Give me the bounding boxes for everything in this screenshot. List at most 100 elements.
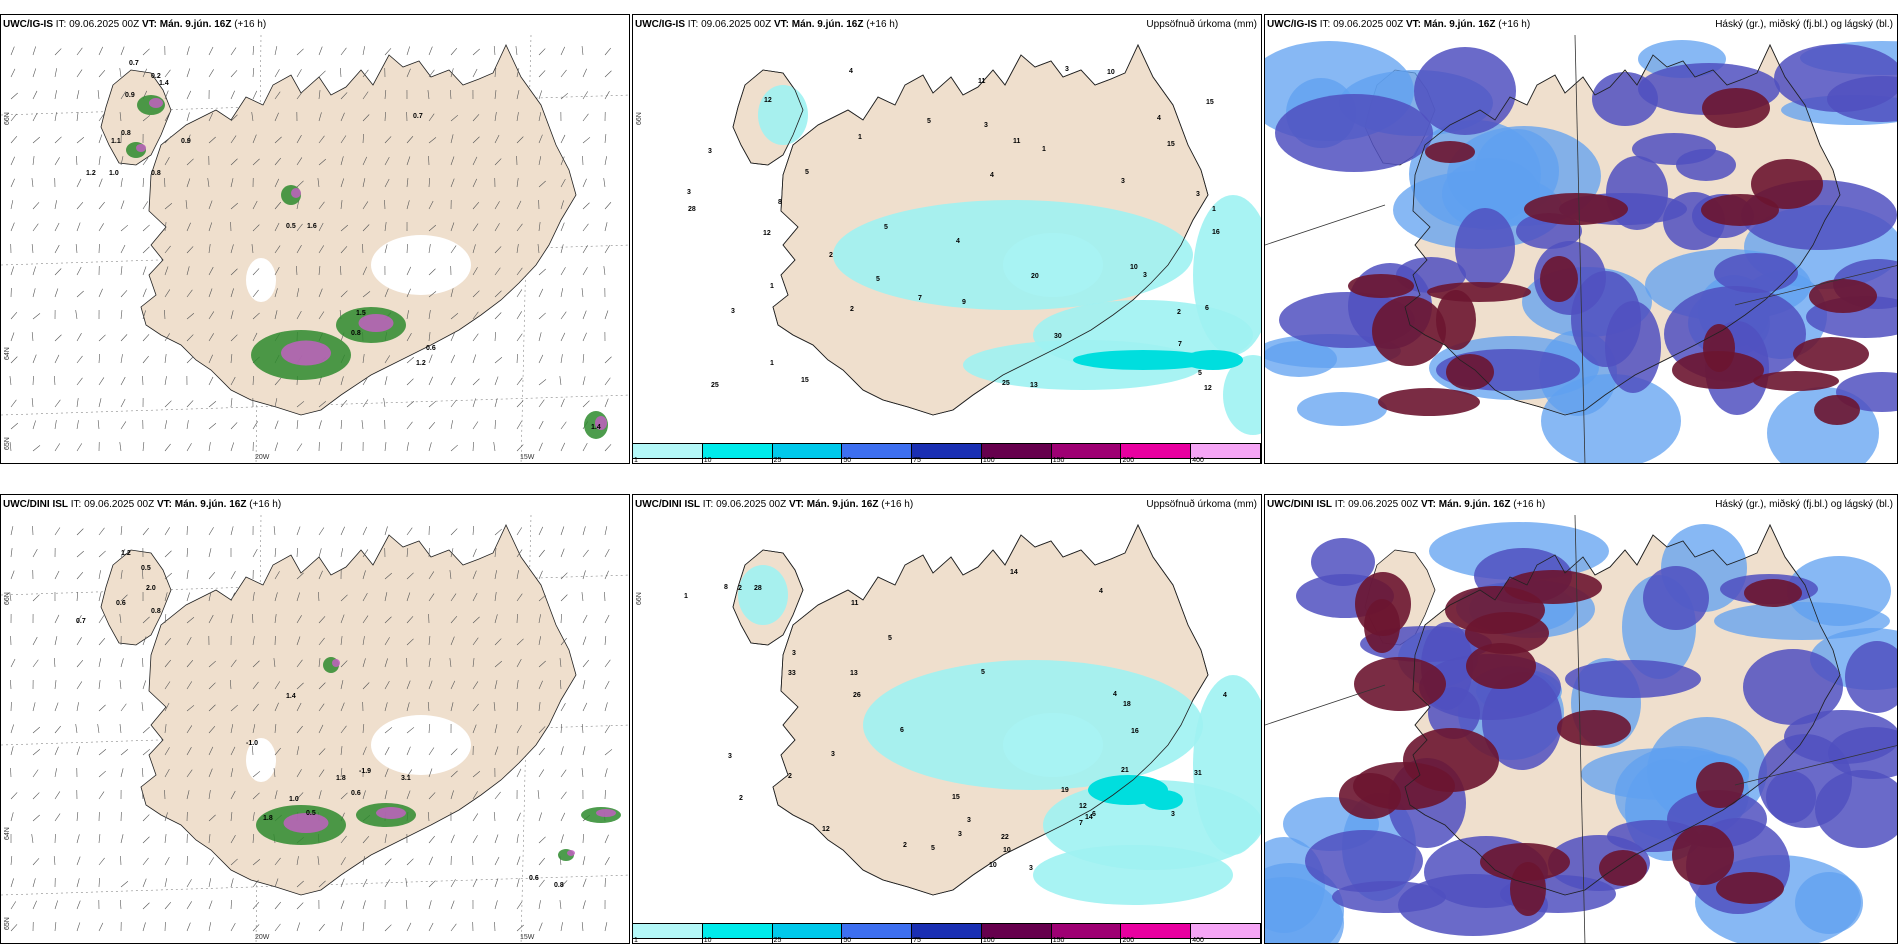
wind-barb (560, 311, 567, 320)
wind-barb (97, 420, 100, 430)
wind-barb (340, 399, 348, 408)
colorbar-swatch (772, 923, 842, 939)
wind-barb (516, 768, 522, 778)
value-label: 18 (1123, 701, 1131, 708)
wind-barb (472, 378, 480, 386)
wind-barb (54, 614, 60, 624)
wind-barb (76, 222, 81, 232)
wind-barb (560, 267, 566, 276)
wind-barb (538, 812, 543, 822)
wind-barb (120, 526, 123, 536)
wind-barb (186, 246, 194, 254)
wind-barb (582, 91, 589, 100)
value-label: 2.0 (146, 585, 156, 592)
colorbar-segment: 150 (1051, 923, 1122, 943)
wind-barb (340, 224, 349, 232)
wind-barb (362, 69, 369, 78)
wind-barb (98, 615, 105, 624)
colorbar-tick-label: 1 (634, 937, 638, 944)
value-label: 0.2 (151, 73, 161, 80)
wind-barb (252, 200, 258, 210)
graticule-line (1734, 265, 1897, 306)
wind-barb (186, 134, 191, 144)
wind-barb (450, 332, 455, 342)
vt-value: Mán. 9.jún. 16Z (1438, 499, 1511, 510)
value-label: 10 (1130, 264, 1138, 271)
wind-barb (340, 857, 346, 866)
precip-map: 2351423343235341012143118281633262212141… (684, 524, 1261, 905)
value-label: 2 (1177, 309, 1181, 316)
wind-barb (494, 267, 501, 276)
wind-barb (273, 768, 276, 778)
value-label: 10 (1003, 847, 1011, 854)
value-label: 16 (1212, 229, 1220, 236)
wind-barb (559, 376, 562, 386)
wind-barb (406, 727, 415, 734)
wind-barb (230, 746, 236, 756)
wind-barb (32, 223, 39, 232)
precip-heavy (1143, 790, 1183, 810)
lat-label: 66N (4, 592, 11, 605)
wind-barb (252, 421, 258, 430)
wind-barb (185, 200, 188, 210)
wind-barb (516, 333, 523, 342)
value-label: 0.6 (426, 345, 436, 352)
wind-barb (494, 900, 498, 910)
wind-barb (120, 421, 127, 430)
wind-barb (54, 268, 62, 276)
wind-barb (384, 90, 387, 100)
value-label: 7 (1079, 820, 1083, 827)
wind-barb (274, 592, 278, 602)
wind-barb (318, 527, 325, 536)
wind-barb (582, 267, 588, 276)
lat-label: 66N (4, 112, 11, 125)
wind-barb (450, 134, 454, 144)
wind-barb (318, 637, 325, 646)
wind-barb (274, 724, 277, 734)
wind-barb (450, 923, 457, 932)
wind-barb (604, 310, 609, 320)
vt-value: Mán. 9.jún. 16Z (806, 499, 879, 510)
wind-barb (142, 878, 147, 888)
wind-barb (582, 332, 587, 342)
wind-barb (516, 549, 523, 558)
wind-barb (560, 354, 563, 364)
wind-barb (208, 922, 212, 932)
wind-barb (164, 157, 170, 166)
wind-barb (340, 636, 343, 646)
wind-barb (119, 112, 122, 122)
wind-barb (230, 724, 234, 734)
wind-barb (186, 178, 191, 188)
wind-barb (296, 902, 304, 910)
wind-barb (252, 771, 261, 778)
wind-barb (538, 180, 546, 188)
colorbar-segment: 100 (981, 443, 1052, 463)
wind-barb (120, 881, 129, 888)
wind-barb (384, 244, 388, 254)
wind-barb (318, 90, 321, 100)
wind-barb (362, 658, 366, 668)
wind-barb (362, 878, 368, 888)
wind-barb (427, 90, 430, 100)
wind-barb (32, 202, 40, 210)
wind-barb (406, 288, 411, 298)
wind-barb (274, 112, 279, 122)
colorbar-swatch (1121, 443, 1191, 459)
wind-barb (494, 201, 500, 210)
wind-barb (450, 593, 457, 602)
it-value: 09.06.2025 00Z (716, 499, 787, 510)
wind-barb (164, 747, 170, 756)
wind-barb (208, 660, 216, 668)
wind-barb (296, 135, 302, 144)
wind-barb (10, 222, 15, 232)
value-label: 25 (1002, 380, 1010, 387)
value-label: 4 (956, 238, 960, 245)
wind-barb (230, 571, 236, 580)
wind-barb (428, 680, 433, 690)
wind-barb (274, 91, 281, 100)
wind-barb (494, 376, 499, 386)
wind-barb (230, 158, 238, 166)
wind-barb (230, 922, 236, 932)
wind-barb (318, 769, 325, 778)
wind-barb (538, 702, 541, 712)
